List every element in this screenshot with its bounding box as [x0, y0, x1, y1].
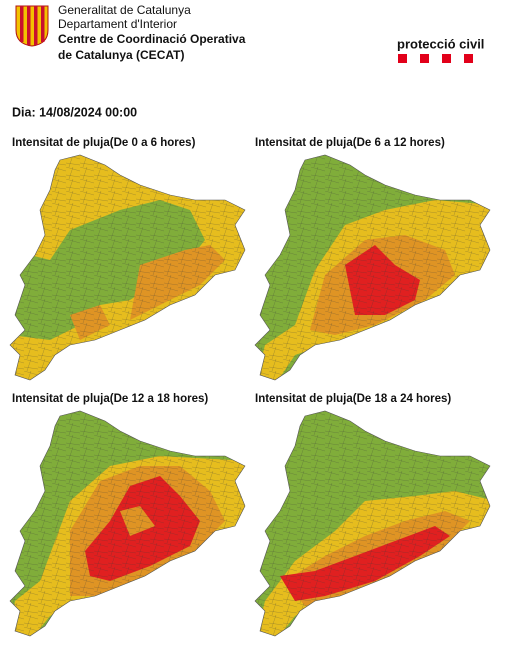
brand: protecció civil [397, 36, 484, 51]
org-line: Generalitat de Catalunya [58, 3, 191, 17]
brand-squares [398, 54, 473, 63]
map [9, 410, 246, 637]
logo [15, 5, 49, 47]
org-line: Departament d'Interior [58, 17, 177, 31]
map-title: Intensitat de pluja(De 12 a 18 hores) [12, 393, 208, 405]
org-line: de Catalunya (CECAT) [58, 48, 184, 62]
map [254, 154, 491, 381]
date: Dia: 14/08/2024 00:00 [12, 105, 137, 119]
map-title: Intensitat de pluja(De 0 a 6 hores) [12, 137, 196, 149]
map-title: Intensitat de pluja(De 18 a 24 hores) [255, 393, 451, 405]
map-title: Intensitat de pluja(De 6 a 12 hores) [255, 137, 445, 149]
map [254, 410, 491, 637]
org-line: Centre de Coordinació Operativa [58, 32, 246, 46]
map [9, 154, 246, 381]
